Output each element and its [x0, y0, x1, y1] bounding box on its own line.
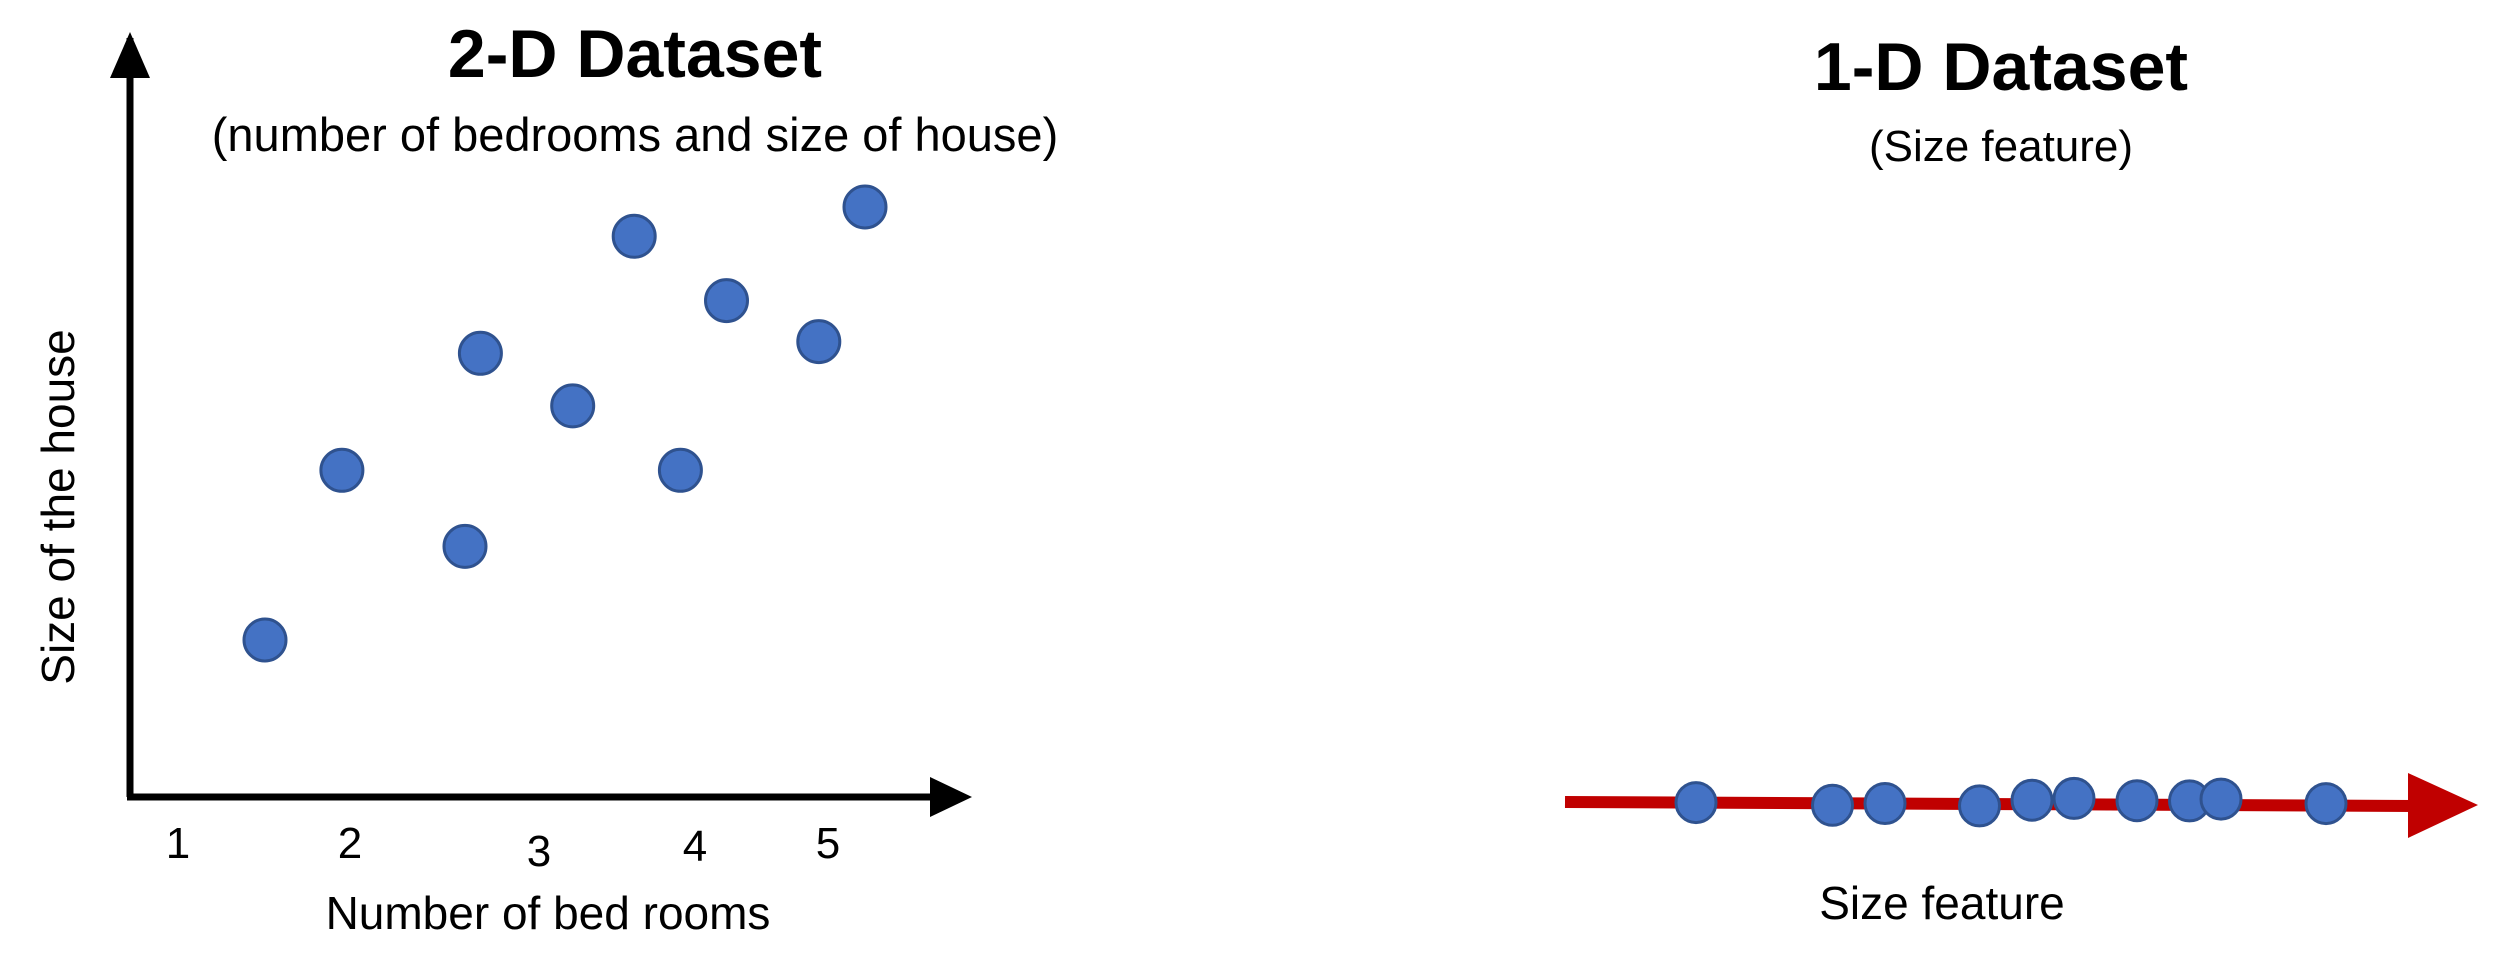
data-point	[319, 447, 365, 493]
data-point	[2052, 776, 2096, 820]
data-point	[796, 319, 842, 365]
data-point	[1811, 783, 1854, 827]
chart-1d-x-axis-label: Size feature	[1819, 877, 2064, 929]
data-point	[704, 278, 749, 324]
data-point	[1674, 781, 1718, 825]
data-point	[1958, 784, 2001, 828]
chart-2d-y-axis-label: Size of the house	[32, 329, 84, 684]
data-point	[2304, 782, 2348, 826]
chart-1d-title: 1-D Dataset	[1814, 29, 2188, 105]
chart-2d-points	[242, 184, 888, 663]
data-point	[842, 184, 888, 230]
data-point	[442, 523, 488, 569]
chart-2d-x-axis-label: Number of bed rooms	[326, 887, 771, 939]
x-tick-label: 2	[338, 819, 362, 868]
x-tick-label: 4	[683, 822, 707, 871]
data-point	[1863, 782, 1907, 825]
chart-2d-subtitle: (number of bedrooms and size of house)	[212, 108, 1058, 161]
data-point	[2199, 777, 2243, 821]
data-point	[657, 447, 703, 493]
data-point	[457, 330, 503, 376]
x-tick-label: 3	[527, 827, 551, 876]
chart-2d-x-axis-arrowhead	[930, 777, 972, 817]
x-tick-label: 1	[166, 819, 190, 868]
data-point	[2115, 779, 2159, 823]
data-point	[242, 617, 288, 663]
chart-1d: 1-D Dataset (Size feature) Size feature	[1564, 29, 2478, 929]
chart-1d-subtitle: (Size feature)	[1869, 122, 2133, 171]
data-point	[2010, 778, 2054, 822]
chart-2d-y-axis-arrowhead	[110, 32, 150, 78]
chart-1d-points	[1674, 776, 2348, 828]
chart-2d-title: 2-D Dataset	[448, 16, 822, 92]
data-point	[611, 213, 657, 259]
data-point	[550, 383, 596, 429]
chart-2d: 2-D Dataset (number of bedrooms and size…	[32, 16, 1058, 939]
chart-1d-axis-arrowhead	[2408, 773, 2478, 838]
x-tick-label: 5	[816, 819, 840, 868]
